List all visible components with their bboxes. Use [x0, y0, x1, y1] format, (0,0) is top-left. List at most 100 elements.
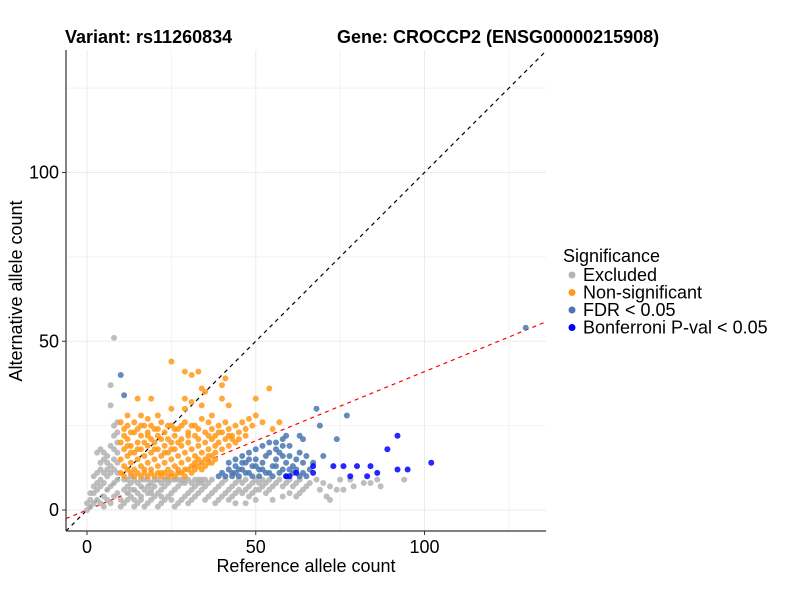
data-point [114, 490, 121, 497]
data-point [286, 473, 293, 480]
data-point [300, 436, 306, 443]
data-point [138, 422, 144, 429]
y-axis-title: Alternative allele count [6, 200, 26, 381]
data-point [151, 483, 158, 490]
legend-label: FDR < 0.05 [583, 300, 676, 320]
data-point [138, 432, 144, 439]
data-point [151, 456, 158, 463]
data-point [185, 439, 192, 446]
data-point [154, 426, 161, 432]
data-point [181, 480, 188, 486]
data-point [117, 419, 124, 426]
data-point [343, 412, 350, 419]
data-point [286, 490, 293, 497]
data-point [208, 412, 215, 419]
data-point [168, 496, 175, 503]
data-point [198, 449, 205, 456]
data-point [337, 476, 344, 483]
data-point [310, 469, 317, 476]
data-point [259, 466, 266, 473]
data-point [168, 358, 175, 365]
data-point [195, 368, 202, 375]
data-point [327, 483, 333, 490]
identity-line [65, 50, 547, 532]
legend-title: Significance [563, 246, 660, 266]
data-point [141, 466, 148, 473]
data-point [266, 385, 273, 392]
data-point [252, 486, 259, 493]
data-point [374, 469, 381, 476]
data-point [225, 442, 232, 449]
data-point [208, 426, 215, 432]
data-point [188, 372, 195, 378]
data-point [300, 469, 306, 476]
data-point [185, 456, 192, 463]
data-point [242, 476, 249, 483]
data-point [347, 473, 354, 480]
data-point [195, 442, 202, 449]
data-point [175, 453, 182, 459]
data-point [127, 486, 134, 493]
data-point [350, 483, 357, 490]
data-point [310, 463, 317, 470]
data-point [175, 439, 182, 446]
data-point [138, 483, 144, 490]
data-point [225, 432, 232, 439]
data-point [330, 463, 337, 470]
legend-label: Non-significant [583, 283, 702, 303]
data-point [124, 442, 131, 449]
data-point [181, 395, 188, 402]
data-point [131, 429, 138, 436]
data-point [134, 446, 141, 453]
data-point [185, 432, 192, 439]
data-point [306, 480, 313, 486]
data-point [107, 500, 114, 507]
data-point [252, 395, 259, 402]
data-point [225, 402, 232, 409]
data-point [188, 480, 195, 486]
reference-lines [65, 50, 547, 532]
data-point [242, 432, 249, 439]
y-tick-label: 50 [39, 331, 59, 351]
data-point [222, 419, 229, 426]
legend-entry: Non-significant [568, 283, 702, 303]
data-point [252, 412, 259, 419]
data-point [242, 500, 249, 507]
data-point [141, 453, 148, 459]
data-point [246, 449, 252, 456]
x-tick-label: 100 [409, 537, 439, 557]
data-point [333, 486, 340, 493]
series-non-significant [117, 358, 283, 480]
points [84, 324, 529, 513]
data-point [202, 439, 209, 446]
ticks: 0 50 100 0 50 100 [29, 163, 440, 558]
data-point [188, 446, 195, 453]
data-point [202, 388, 209, 395]
data-point [148, 490, 155, 497]
chart-title-gene: Gene: CROCCP2 (ENSG00000215908) [337, 27, 659, 47]
data-point [269, 496, 276, 503]
data-point [219, 395, 225, 402]
data-point [259, 419, 266, 426]
data-point [266, 449, 273, 456]
data-point [178, 459, 185, 466]
data-point [249, 473, 256, 480]
data-point [138, 496, 144, 503]
legend-marker [568, 289, 576, 296]
data-point [225, 426, 232, 432]
data-point [158, 493, 165, 500]
data-point [313, 405, 320, 412]
data-point [276, 419, 283, 426]
data-point [276, 469, 283, 476]
data-point [212, 449, 219, 456]
data-point [327, 496, 333, 503]
data-point [273, 446, 279, 453]
data-point [235, 436, 242, 443]
data-point [154, 412, 161, 419]
data-point [111, 334, 117, 341]
data-point [138, 473, 144, 480]
data-point [219, 382, 225, 389]
data-point [205, 432, 212, 439]
data-point [235, 429, 242, 436]
data-point [354, 463, 360, 470]
